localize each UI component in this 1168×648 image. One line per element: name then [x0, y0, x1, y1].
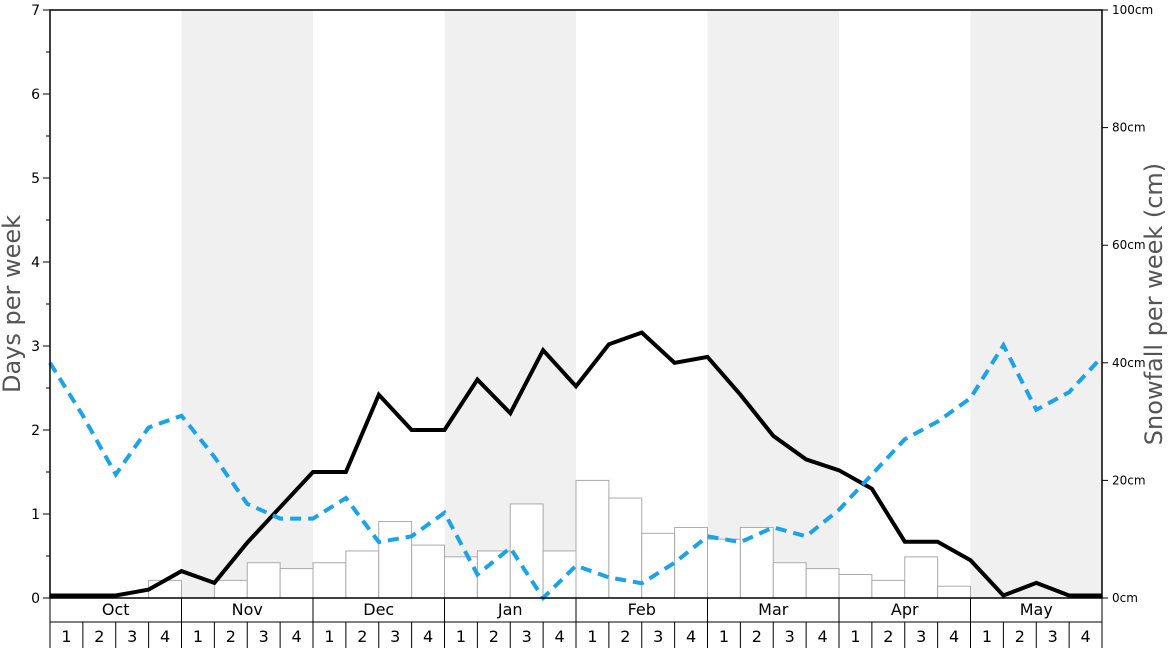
- month-shade: [970, 10, 1102, 598]
- snowfall-bar: [378, 521, 413, 599]
- snowfall-bar: [542, 550, 577, 599]
- right-tick-label: 80cm: [1112, 121, 1146, 135]
- left-tick-label: 0: [31, 591, 40, 607]
- left-tick-label: 3: [31, 339, 40, 355]
- snowfall-bar: [411, 544, 445, 599]
- left-tick-label: 2: [31, 423, 40, 439]
- week-label: 4: [817, 627, 827, 646]
- week-label: 3: [127, 627, 137, 646]
- left-tick-label: 1: [31, 507, 40, 523]
- week-label: 1: [982, 627, 992, 646]
- snowfall-bar: [838, 573, 873, 599]
- week-label: 4: [686, 627, 696, 646]
- snowfall-bar: [937, 585, 971, 599]
- left-tick-label: 4: [31, 255, 40, 271]
- right-tick-label: 100cm: [1112, 3, 1153, 17]
- snowfall-bar: [444, 556, 478, 599]
- week-label: 1: [61, 627, 71, 646]
- snowfall-bar: [904, 556, 939, 599]
- series-lines: [48, 330, 1104, 602]
- left-tick-label: 5: [31, 171, 40, 187]
- week-label: 2: [94, 627, 104, 646]
- week-label: 2: [489, 627, 499, 646]
- month-label: May: [1020, 600, 1053, 619]
- month-shade: [444, 10, 576, 598]
- week-label: 1: [850, 627, 860, 646]
- right-tick-label: 20cm: [1112, 473, 1146, 487]
- snowfall-bar: [279, 568, 314, 599]
- snowfall-bar: [674, 526, 708, 599]
- left-tick-label: 6: [31, 87, 40, 103]
- snowfall-bar: [575, 479, 610, 599]
- week-label: 1: [719, 627, 729, 646]
- week-row: 1 2 3 4 1 2 3 4 1 2 3 4 1 2 3 4 1 2 3 4 1 2 3 4 1 2 3 4 1 2 3 4: [49, 622, 1103, 648]
- week-label: 3: [916, 627, 926, 646]
- month-shading: [181, 10, 1102, 598]
- snowfall-bar: [345, 550, 380, 599]
- week-label: 3: [653, 627, 663, 646]
- week-label: 3: [259, 627, 269, 646]
- week-label: 3: [1048, 627, 1058, 646]
- week-label: 4: [291, 627, 301, 646]
- week-label: 4: [1080, 627, 1090, 646]
- left-axis: 0 1 2 3 4 5 6 7: [31, 3, 50, 607]
- week-label: 3: [522, 627, 532, 646]
- month-label: Nov: [232, 600, 263, 619]
- month-label: Oct: [102, 600, 130, 619]
- week-label: 1: [587, 627, 597, 646]
- week-label: 4: [423, 627, 433, 646]
- week-label: 3: [785, 627, 795, 646]
- month-row: Oct Nov Dec Jan Feb Mar Apr May: [49, 598, 1103, 623]
- week-label: 2: [620, 627, 630, 646]
- snowfall-bar: [213, 579, 248, 599]
- month-label: Dec: [363, 600, 394, 619]
- snowfall-bar: [707, 538, 741, 599]
- month-shade: [181, 10, 313, 598]
- snowfall-bar: [148, 579, 182, 599]
- month-label: Jan: [497, 600, 523, 619]
- right-tick-label: 60cm: [1112, 238, 1146, 252]
- snowfall-bar: [246, 562, 281, 599]
- snow-depth-line: [48, 341, 1104, 602]
- right-tick-label: 40cm: [1112, 356, 1146, 370]
- right-axis: 0cm 20cm 40cm 60cm 80cm 100cm: [1102, 3, 1153, 605]
- week-label: 2: [226, 627, 236, 646]
- week-label: 1: [193, 627, 203, 646]
- snowfall-bar: [312, 562, 347, 599]
- snowfall-bar: [772, 562, 807, 599]
- week-label: 1: [456, 627, 466, 646]
- snowfall-bar: [871, 579, 906, 599]
- snowfall-bar: [476, 550, 511, 599]
- week-label: 1: [324, 627, 334, 646]
- month-label: Mar: [758, 600, 789, 619]
- month-label: Feb: [628, 600, 656, 619]
- right-axis-title: Snowfall per week (cm): [1140, 163, 1168, 445]
- right-tick-label: 0cm: [1112, 591, 1138, 605]
- week-label: 2: [752, 627, 762, 646]
- snowfall-bar: [805, 568, 840, 599]
- week-label: 4: [949, 627, 959, 646]
- week-label: 2: [883, 627, 893, 646]
- week-label: 4: [554, 627, 564, 646]
- month-shade: [707, 10, 839, 598]
- month-label: Apr: [891, 600, 919, 619]
- week-label: 3: [390, 627, 400, 646]
- week-label: 2: [1015, 627, 1025, 646]
- snow-days-line: [50, 330, 1102, 598]
- week-label: 4: [160, 627, 170, 646]
- left-tick-label: 7: [31, 3, 40, 19]
- snowfall-bar: [509, 503, 544, 599]
- week-label: 2: [357, 627, 367, 646]
- left-axis-title: Days per week: [0, 215, 26, 393]
